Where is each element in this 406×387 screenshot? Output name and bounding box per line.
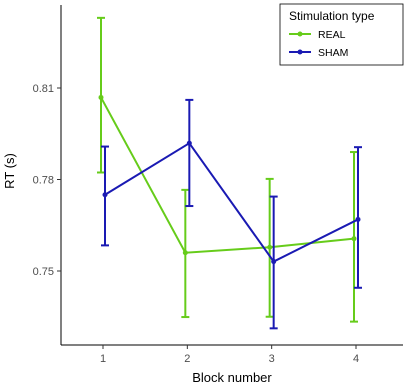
legend-items: REAL SHAM	[289, 29, 348, 59]
x-tick-label: 2	[184, 353, 190, 365]
y-ticks: 0.75 0.78 0.81	[33, 83, 61, 278]
legend-label: REAL	[318, 29, 346, 41]
series-line	[104, 141, 359, 263]
x-tick-label: 1	[100, 353, 106, 365]
plot-area	[97, 16, 362, 330]
y-tick-label: 0.78	[33, 175, 54, 187]
legend-label: SHAM	[318, 47, 348, 59]
data-point	[271, 259, 277, 265]
data-point	[98, 94, 104, 100]
data-point	[182, 250, 188, 256]
data-point	[267, 244, 273, 250]
data-point	[351, 236, 357, 242]
legend-key-point	[297, 49, 303, 55]
axes	[60, 5, 403, 346]
x-tick-label: 3	[269, 353, 275, 365]
x-tick-label: 4	[353, 353, 359, 365]
data-point	[355, 216, 361, 222]
y-tick-label: 0.81	[33, 83, 54, 95]
x-ticks: 1 2 3 4	[100, 345, 359, 365]
y-axis-title: RT (s)	[2, 153, 17, 189]
data-point	[186, 140, 192, 146]
y-tick-label: 0.75	[33, 266, 54, 278]
series-sham	[101, 98, 362, 330]
x-axis-title: Block number	[192, 370, 272, 385]
data-point	[102, 192, 108, 198]
legend-key-point	[297, 31, 303, 37]
legend: Stimulation type REAL SHAM	[279, 3, 404, 66]
legend-title: Stimulation type	[289, 9, 375, 23]
